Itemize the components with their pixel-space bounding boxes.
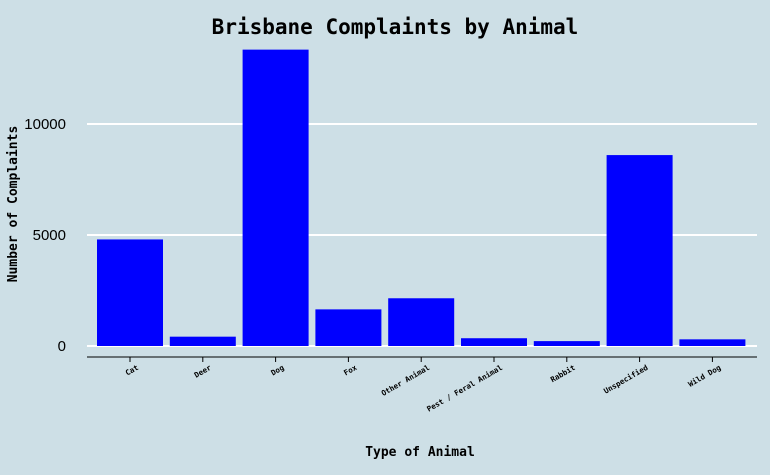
bar-unspecified bbox=[606, 155, 673, 346]
chart-title: Brisbane Complaints by Animal bbox=[212, 15, 579, 39]
bar-other-animal bbox=[388, 298, 455, 346]
bar-pest-feral-animal bbox=[461, 338, 527, 346]
bar-dog bbox=[242, 49, 309, 346]
y-tick-label: 5000 bbox=[33, 227, 66, 244]
y-axis-title: Number of Complaints bbox=[6, 126, 21, 283]
bar-cat bbox=[97, 239, 163, 346]
bar-deer bbox=[169, 336, 236, 346]
bar-fox bbox=[315, 309, 382, 346]
bars bbox=[97, 49, 746, 346]
bar-wild-dog bbox=[679, 339, 746, 346]
y-tick-labels: 0 5000 10000 bbox=[24, 116, 66, 355]
x-axis-title: Type of Animal bbox=[365, 445, 475, 460]
y-tick-label: 10000 bbox=[24, 116, 66, 133]
y-tick-label: 0 bbox=[58, 338, 66, 355]
bar-rabbit bbox=[533, 341, 600, 346]
